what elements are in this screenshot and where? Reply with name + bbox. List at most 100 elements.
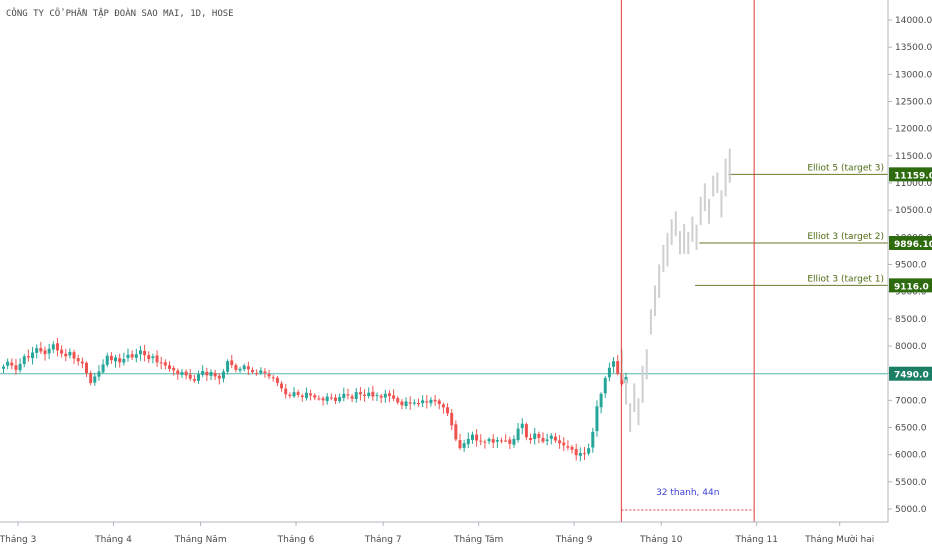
- candle-body: [529, 437, 533, 440]
- candle-body: [205, 371, 209, 376]
- candle-body: [495, 439, 499, 442]
- candle-body: [342, 393, 346, 398]
- candle-body: [267, 374, 271, 377]
- candle-body: [255, 372, 259, 374]
- range-measure-label: 32 thanh, 44n: [656, 488, 719, 498]
- candle-body: [184, 371, 188, 376]
- candle-body: [462, 443, 466, 448]
- candle-body: [93, 376, 97, 383]
- candle-body: [441, 404, 445, 408]
- candle-body: [64, 353, 68, 357]
- candle-body: [134, 354, 138, 358]
- candle-body: [155, 355, 159, 363]
- candle-body: [591, 431, 595, 448]
- candle-body: [612, 361, 616, 367]
- candle-body: [47, 348, 51, 354]
- candle-body: [6, 361, 10, 366]
- candle-body: [26, 356, 30, 358]
- candle-body: [201, 370, 205, 376]
- candle-body: [491, 439, 495, 443]
- price-tick-label: 14000.0: [895, 16, 932, 26]
- candle-body: [72, 352, 76, 359]
- price-tick-label: 8500.0: [895, 315, 927, 325]
- candle-body: [446, 407, 450, 414]
- candle-body: [234, 365, 238, 370]
- candle-body: [508, 439, 512, 444]
- candle-body: [309, 393, 313, 396]
- candle-body: [2, 366, 5, 369]
- candle-body: [288, 394, 292, 396]
- candle-body: [475, 434, 479, 441]
- candle-body: [537, 433, 541, 438]
- time-tick-label: Tháng 7: [364, 535, 402, 545]
- candle-body: [284, 388, 288, 395]
- price-tick-label: 13000.0: [895, 70, 932, 80]
- candle-body: [292, 392, 296, 397]
- candle-body: [541, 437, 545, 442]
- candle-body: [396, 398, 400, 403]
- candle-body: [80, 361, 84, 364]
- candle-body: [483, 441, 487, 443]
- candle-body: [562, 442, 566, 446]
- candle-body: [97, 371, 101, 377]
- candle-body: [363, 394, 367, 396]
- price-tick-label: 6000.0: [895, 451, 927, 461]
- time-tick-label: Tháng Mười hai: [804, 534, 874, 545]
- candles-group: [2, 337, 628, 462]
- candle-body: [55, 343, 59, 351]
- candle-body: [599, 393, 603, 408]
- target-price-badge: [889, 167, 932, 182]
- target-price-badge: [889, 278, 932, 293]
- price-tick-label: 7000.0: [895, 396, 927, 406]
- candle-body: [296, 392, 300, 395]
- candle-body: [371, 391, 375, 397]
- candle-body: [138, 350, 142, 355]
- candle-body: [163, 362, 167, 366]
- candle-body: [51, 344, 55, 350]
- time-tick-label: Tháng 10: [639, 535, 683, 545]
- candle-body: [180, 372, 184, 375]
- candle-body: [346, 394, 350, 396]
- candle-body: [479, 440, 483, 442]
- price-tick-label: 13500.0: [895, 43, 932, 53]
- price-tick-label: 12500.0: [895, 98, 932, 108]
- candle-body: [425, 401, 429, 403]
- time-tick-label: Tháng 3: [0, 535, 36, 545]
- time-tick-label: Tháng 9: [555, 535, 593, 545]
- target-price-badge: [889, 235, 932, 250]
- candle-body: [101, 364, 105, 373]
- time-axis[interactable]: Tháng 3 Tháng 4 Tháng Năm Tháng 6 Tháng 7 Thá…: [0, 521, 888, 545]
- candle-body: [375, 394, 379, 396]
- price-tick-label: 8000.0: [895, 342, 927, 352]
- candle-body: [209, 372, 213, 376]
- candle-body: [450, 412, 454, 426]
- chart-title: CÔNG TY CỔ PHẦN TẬP ĐOÀN SAO MAI, 1D, HO…: [6, 7, 234, 19]
- candle-body: [454, 424, 458, 440]
- candle-body: [263, 371, 267, 374]
- time-tick-label: Tháng 4: [94, 535, 132, 545]
- candle-body: [325, 396, 329, 402]
- candle-body: [246, 366, 250, 370]
- candle-body: [383, 393, 387, 398]
- candle-body: [578, 453, 582, 456]
- target-label: Elliot 5 (target 3): [807, 163, 884, 173]
- candle-body: [143, 350, 147, 356]
- candle-body: [22, 356, 26, 365]
- candle-body: [192, 379, 196, 381]
- candle-body: [159, 362, 163, 364]
- candle-body: [68, 351, 72, 356]
- candle-body: [304, 392, 308, 399]
- projection-bars-group: [620, 148, 731, 433]
- candle-body: [392, 395, 396, 399]
- candle-body: [433, 399, 437, 402]
- candle-body: [197, 374, 201, 381]
- price-tick-label: 6500.0: [895, 424, 927, 434]
- candle-body: [583, 453, 586, 455]
- candle-body: [188, 374, 192, 379]
- candle-body: [512, 438, 516, 445]
- price-axis[interactable]: 5000.05500.06000.06500.07000.07500.08000…: [887, 0, 932, 522]
- candle-body: [176, 370, 180, 375]
- target-price-label: 11159.0: [894, 171, 932, 181]
- candle-body: [470, 434, 474, 440]
